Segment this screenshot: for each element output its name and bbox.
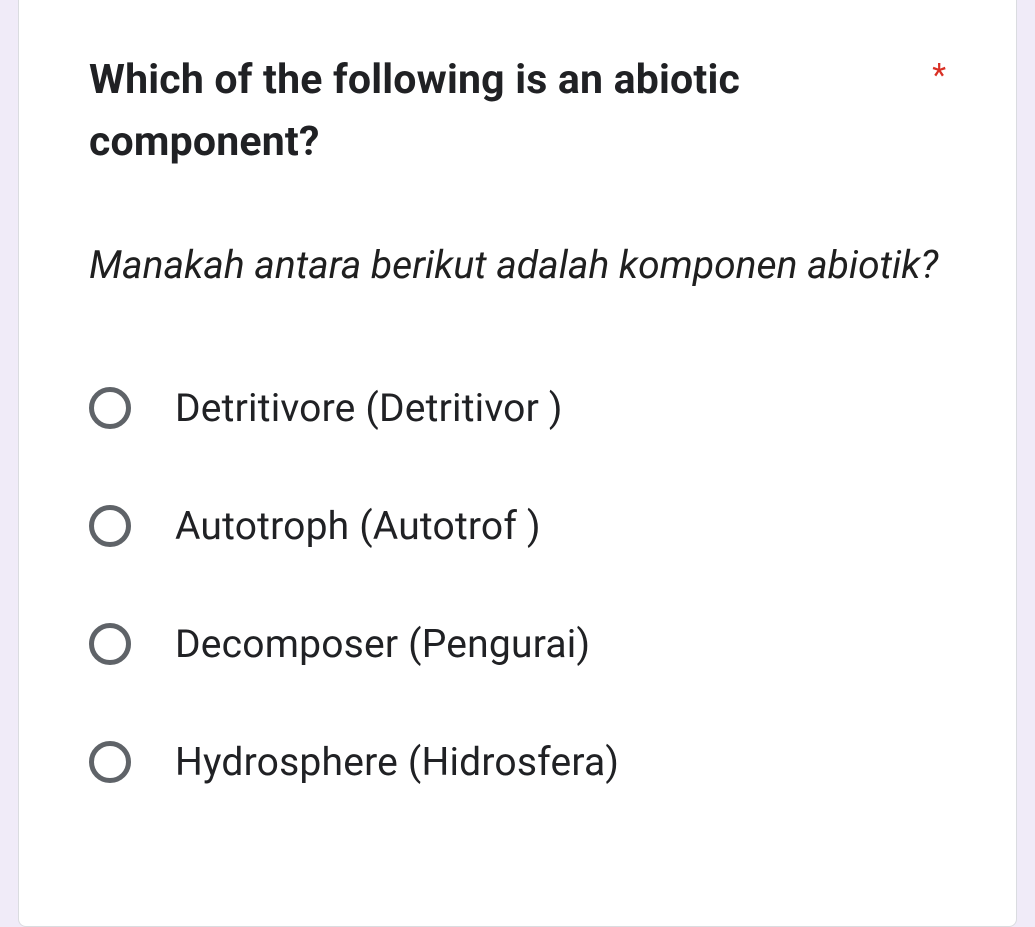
- option-label: Autotroph (Autotrof ): [175, 503, 541, 549]
- option-label: Decomposer (Pengurai): [175, 621, 590, 667]
- question-header: Which of the following is an abiotic com…: [89, 50, 946, 173]
- question-text: Which of the following is an abiotic com…: [89, 50, 912, 173]
- required-asterisk: *: [932, 56, 946, 94]
- radio-icon[interactable]: [89, 623, 131, 665]
- radio-icon[interactable]: [89, 505, 131, 547]
- option-label: Detritivore (Detritivor ): [175, 385, 563, 431]
- option-decomposer[interactable]: Decomposer (Pengurai): [89, 621, 946, 667]
- options-group: Detritivore (Detritivor ) Autotroph (Aut…: [89, 385, 946, 785]
- radio-icon[interactable]: [89, 741, 131, 783]
- option-detritivore[interactable]: Detritivore (Detritivor ): [89, 385, 946, 431]
- radio-icon[interactable]: [89, 387, 131, 429]
- option-label: Hydrosphere (Hidrosfera): [175, 739, 619, 785]
- question-card: Which of the following is an abiotic com…: [18, 0, 1017, 927]
- option-autotroph[interactable]: Autotroph (Autotrof ): [89, 503, 946, 549]
- question-translation: Manakah antara berikut adalah komponen a…: [89, 235, 946, 295]
- page-background: Which of the following is an abiotic com…: [0, 0, 1035, 927]
- option-hydrosphere[interactable]: Hydrosphere (Hidrosfera): [89, 739, 946, 785]
